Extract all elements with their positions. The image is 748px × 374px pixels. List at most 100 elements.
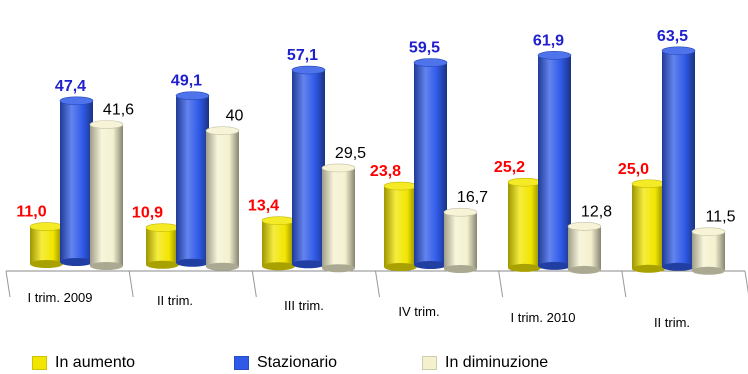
bar-bottom: [508, 263, 541, 272]
bar-body: [262, 220, 295, 267]
bar-in-diminuzione-5: [691, 227, 726, 275]
bar-top: [29, 222, 64, 231]
legend-swatch-in-diminuzione: [422, 356, 437, 370]
bar-body: [292, 70, 325, 265]
bar-body: [90, 124, 123, 266]
bar-stazionario-1: [175, 91, 210, 267]
bar-body: [206, 130, 239, 267]
data-label-in-aumento-4: 25,2: [494, 159, 525, 176]
bar-body: [568, 226, 601, 270]
bar-body: [508, 182, 541, 268]
bar-body: [322, 167, 355, 269]
data-label-in-aumento-3: 23,8: [370, 163, 401, 180]
bar-body: [444, 212, 477, 269]
data-label-in-diminuzione-2: 29,5: [335, 145, 366, 162]
bar-in-diminuzione-3: [443, 207, 478, 273]
bar-body: [176, 95, 209, 263]
bar-bottom: [262, 262, 295, 271]
bar-body: [632, 183, 665, 269]
bar-top: [59, 96, 94, 106]
legend-label-in-diminuzione: In diminuzione: [445, 354, 549, 371]
data-label-stazionario-1: 49,1: [171, 73, 202, 90]
bar-bottom: [444, 265, 477, 273]
x-tick-label-0: I trim. 2009: [27, 290, 92, 305]
x-tick-label-3: IV trim.: [398, 304, 439, 319]
data-label-in-aumento-0: 11,0: [16, 204, 46, 221]
data-label-stazionario-0: 47,4: [55, 78, 86, 95]
bar-bottom: [414, 261, 447, 269]
x-tick-label-4: I trim. 2010: [510, 310, 575, 325]
bar-bottom: [206, 262, 239, 271]
bar-body: [60, 100, 93, 263]
bar-top: [507, 177, 542, 187]
bar-bottom: [146, 260, 179, 269]
bar-bottom: [662, 262, 695, 271]
bar-stazionario-4: [537, 51, 572, 270]
axis-layer: [5, 270, 748, 298]
bar-top: [567, 222, 602, 231]
bar-bottom: [30, 260, 63, 268]
bar-body: [146, 227, 179, 265]
data-label-in-aumento-2: 13,4: [248, 198, 279, 215]
data-label-stazionario-2: 57,1: [287, 47, 318, 64]
bar-top: [321, 163, 356, 173]
bar-bottom: [384, 263, 417, 271]
bar-in-aumento-4: [507, 177, 542, 272]
legend: In aumento Stazionario In diminuzione: [0, 353, 748, 373]
legend-swatch-stazionario: [234, 356, 249, 370]
legend-label-in-aumento: In aumento: [55, 354, 136, 371]
bar-in-diminuzione-0: [89, 120, 124, 270]
legend-item-in-diminuzione: In diminuzione: [422, 353, 548, 373]
bar-in-diminuzione-2: [321, 163, 356, 273]
bar-top: [261, 216, 296, 225]
x-axis-tick: [375, 270, 380, 298]
bar-top: [443, 207, 478, 217]
data-label-in-aumento-1: 10,9: [132, 205, 163, 222]
data-label-in-diminuzione-0: 41,6: [103, 101, 134, 118]
bar-top: [537, 51, 572, 60]
bar-in-diminuzione-1: [205, 126, 240, 271]
bar-bottom: [692, 266, 725, 275]
bar-stazionario-0: [59, 96, 94, 266]
legend-swatch-in-aumento: [32, 356, 47, 370]
bar-bottom: [60, 258, 93, 266]
bar-body: [692, 231, 725, 271]
bar-in-diminuzione-4: [567, 222, 602, 274]
bar-body: [538, 55, 571, 266]
legend-item-in-aumento: In aumento: [32, 353, 135, 373]
bar-body: [662, 50, 695, 267]
bar-top: [383, 181, 418, 191]
bar-in-aumento-3: [383, 181, 418, 271]
bar-bottom: [292, 260, 325, 269]
bar-top: [291, 65, 326, 75]
x-axis-tick: [744, 270, 748, 294]
legend-item-stazionario: Stazionario: [234, 353, 337, 373]
data-label-in-diminuzione-3: 16,7: [457, 189, 488, 206]
bar-top: [89, 120, 124, 129]
bar-in-aumento-5: [631, 179, 666, 273]
bar-top: [631, 179, 666, 189]
bars-layer: [29, 46, 726, 275]
data-label-in-aumento-5: 25,0: [618, 161, 649, 178]
labels-layer: I trim. 2009 II trim. III trim. IV trim. I t…: [16, 28, 735, 330]
data-label-stazionario-3: 59,5: [409, 40, 440, 57]
bar-bottom: [176, 258, 209, 267]
bar-top: [661, 46, 696, 56]
data-label-stazionario-5: 63,5: [657, 28, 688, 45]
bar-in-aumento-1: [145, 223, 180, 269]
legend-label-stazionario: Stazionario: [257, 354, 338, 371]
bar-bottom: [538, 261, 571, 270]
bar-top: [205, 126, 240, 135]
bar-stazionario-3: [413, 58, 448, 269]
x-axis-tick: [621, 270, 627, 298]
bar-body: [384, 186, 417, 267]
data-label-in-diminuzione-4: 12,8: [581, 203, 612, 220]
bar-top: [413, 58, 448, 67]
bar-bottom: [322, 264, 355, 273]
x-axis-tick: [251, 270, 257, 298]
x-tick-label-2: III trim.: [284, 298, 324, 313]
x-tick-label-1: II trim.: [157, 293, 193, 308]
bar-top: [145, 223, 180, 232]
x-tick-label-5: II trim.: [654, 315, 690, 330]
